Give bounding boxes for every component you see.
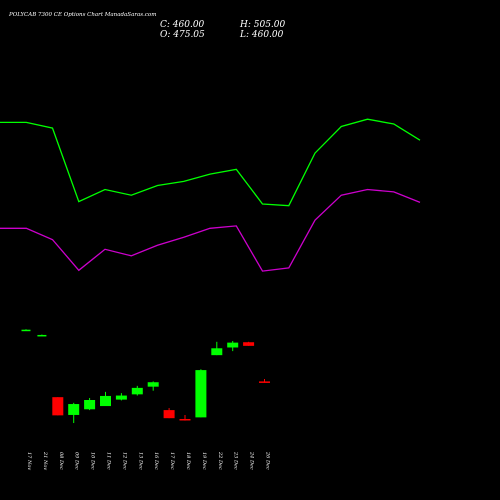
candles-layer [21, 329, 270, 424]
x-tick-label: 23 Dec [233, 451, 239, 470]
x-tick-label: 16 Dec [153, 452, 159, 470]
candle-body [243, 342, 255, 346]
candle-body [227, 342, 239, 348]
candle-body [100, 395, 111, 407]
x-tick-label: 22 Dec [217, 451, 223, 470]
candle-body [21, 329, 31, 332]
candle-body [131, 387, 143, 395]
upper-band-line [0, 118, 421, 207]
lower-band-line [0, 188, 421, 272]
candle-body [179, 418, 191, 421]
close-value: C: 460.00 [160, 20, 205, 30]
candle-body [68, 404, 80, 415]
candle-body [84, 400, 96, 410]
high-value: H: 505.00 [239, 20, 286, 30]
candle-body [163, 410, 175, 419]
x-tick-label: 10 Dec [90, 452, 96, 470]
low-value: L: 460.00 [239, 30, 284, 40]
chart-title: POLYCAB 7300 CE Options Chart ManadaSara… [8, 12, 156, 18]
x-tick-label: 17 Dec [169, 452, 175, 470]
candle-body [37, 334, 47, 337]
candle-body [259, 381, 270, 383]
candle-body [52, 397, 64, 416]
x-tick-label: 18 Dec [185, 452, 191, 470]
x-tick-label: 12 Dec [121, 452, 127, 470]
x-tick-label: 09 Dec [74, 452, 80, 470]
bands-layer [0, 118, 421, 272]
x-tick-label: 11 Dec [106, 452, 112, 470]
x-tick-label: 17 Nov [26, 452, 32, 470]
candle-body [211, 348, 223, 356]
x-axis-ticks: 17 Nov 21 Nov 08 Dec 09 Dec 10 Dec 11 Dec 12 D… [26, 451, 271, 470]
candle-body [115, 395, 127, 400]
x-tick-label: 21 Nov [42, 451, 48, 470]
x-tick-label: 08 Dec [58, 452, 64, 470]
x-tick-label: 19 Dec [201, 452, 207, 470]
x-tick-label: 13 Dec [137, 452, 143, 470]
candle-body [147, 382, 159, 387]
open-value: O: 475.05 [160, 30, 205, 40]
x-tick-label: 26 Dec [265, 451, 271, 470]
candle-body [195, 370, 207, 418]
x-tick-label: 24 Dec [249, 451, 255, 470]
